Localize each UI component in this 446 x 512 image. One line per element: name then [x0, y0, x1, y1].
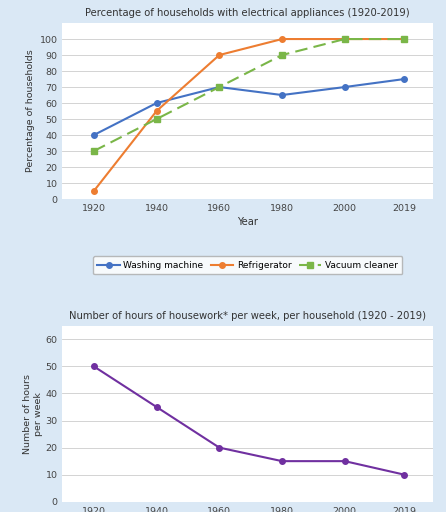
Title: Number of hours of housework* per week, per household (1920 - 2019): Number of hours of housework* per week, … [69, 311, 426, 321]
Title: Percentage of households with electrical appliances (1920-2019): Percentage of households with electrical… [85, 8, 410, 18]
Y-axis label: Number of hours
per week: Number of hours per week [23, 374, 43, 454]
Y-axis label: Percentage of households: Percentage of households [26, 50, 35, 173]
Legend: Washing machine, Refrigerator, Vacuum cleaner: Washing machine, Refrigerator, Vacuum cl… [93, 257, 402, 274]
X-axis label: Year: Year [237, 217, 258, 227]
